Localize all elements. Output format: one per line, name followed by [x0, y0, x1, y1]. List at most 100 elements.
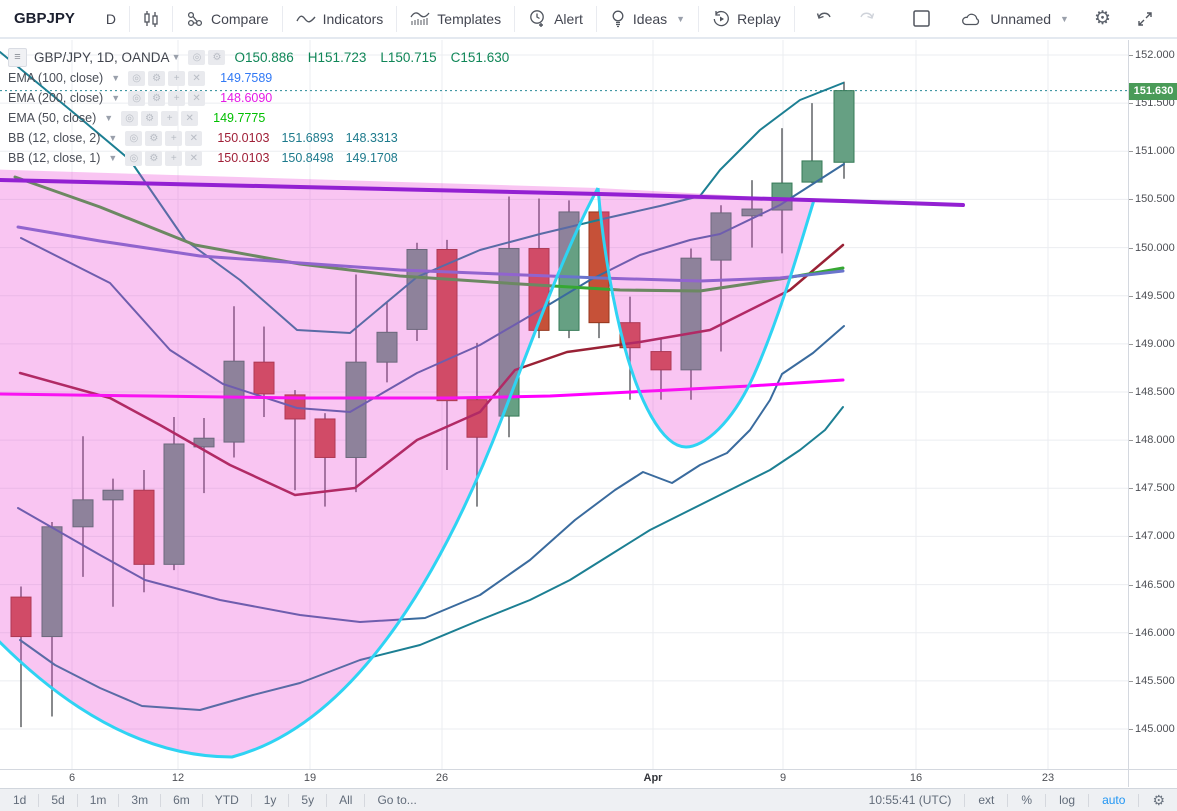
interval-button[interactable]: D [93, 5, 130, 32]
range-button-All[interactable]: All [339, 793, 353, 807]
clock-label[interactable]: 10:55:41 (UTC) [868, 793, 952, 807]
symbol-title[interactable]: GBP/JPY, 1D, OANDA [34, 49, 170, 65]
divider [1045, 793, 1047, 807]
price-axis[interactable]: 152.000 151.500 151.000 150.500 150.000 149.5… [1128, 40, 1177, 769]
replay-button[interactable]: Replay [699, 5, 795, 32]
close-icon[interactable]: ✕ [188, 70, 206, 86]
candle-body [345, 361, 367, 458]
bb1-lower-line [17, 325, 845, 623]
gear-icon[interactable]: ⚙ [145, 150, 163, 166]
indicator-value: 150.0103 [217, 151, 270, 165]
indicator-legend-row[interactable]: EMA (200, close) ▼ ◎ ⚙ + ✕ 148.6090 [8, 88, 509, 108]
range-button-YTD[interactable]: YTD [214, 793, 239, 807]
bb2-upper-line [0, 51, 844, 334]
menu-icon[interactable]: ≡ [8, 47, 27, 67]
indicator-legend-rows: EMA (100, close) ▼ ◎ ⚙ + ✕ 149.7589 EMA (200, c… [8, 68, 509, 168]
ideas-button[interactable]: Ideas ▼ [597, 5, 700, 32]
price-tick-label: 148.500 [1135, 386, 1175, 398]
goto-button[interactable]: Go to... [377, 793, 417, 807]
divider [364, 793, 366, 807]
divider [288, 793, 290, 807]
ema-50-line [13, 175, 845, 293]
bb-basis-line [18, 243, 845, 497]
plus-icon[interactable]: + [168, 90, 186, 106]
close-icon[interactable]: ✕ [185, 150, 203, 166]
log-scale-toggle[interactable]: log [1059, 793, 1076, 807]
price-tick-label: 146.500 [1135, 578, 1175, 591]
range-button-1d[interactable]: 1d [13, 793, 27, 807]
auto-scale-toggle[interactable]: auto [1102, 793, 1126, 807]
gear-icon[interactable]: ⚙ [208, 49, 226, 65]
arc-drawing-border [0, 187, 600, 759]
eye-icon[interactable]: ◎ [125, 150, 143, 166]
axis-corner [1128, 769, 1177, 787]
indicator-chip-row: ◎ ⚙ + ✕ [125, 130, 205, 146]
close-icon[interactable]: ✕ [185, 130, 203, 146]
range-button-3m[interactable]: 3m [131, 793, 149, 807]
range-button-5d[interactable]: 5d [51, 793, 65, 807]
settings-gear-icon[interactable]: ⚙ [1093, 8, 1111, 29]
chart-area[interactable]: ≡ GBP/JPY, 1D, OANDA ▼ ◎ ⚙ O150.886 H151.7… [0, 40, 1128, 769]
symbol-button[interactable]: GBPJPY [14, 10, 75, 27]
range-button-5y[interactable]: 5y [301, 793, 315, 807]
compare-icon [186, 10, 204, 28]
gear-icon[interactable]: ⚙ [141, 110, 159, 126]
eye-icon[interactable]: ◎ [188, 49, 206, 65]
time-tick-label: 16 [909, 772, 923, 784]
chevron-down-icon: ▼ [1060, 13, 1069, 24]
current-price-badge: 151.630 [1129, 82, 1177, 100]
time-tick-label: 23 [1041, 772, 1055, 784]
indicator-values: 149.7775 [201, 111, 265, 125]
indicator-legend-row[interactable]: EMA (50, close) ▼ ◎ ⚙ + ✕ 149.7775 [8, 108, 509, 128]
time-axis[interactable]: 6 12 19 26 Apr 9 16 23 [0, 769, 1128, 787]
compare-button[interactable]: Compare [173, 5, 283, 32]
eye-icon[interactable]: ◎ [125, 130, 143, 146]
layout-button[interactable] [899, 6, 944, 32]
indicator-legend-row[interactable]: EMA (100, close) ▼ ◎ ⚙ + ✕ 149.7589 [8, 68, 509, 88]
close-icon[interactable]: ✕ [181, 110, 199, 126]
plus-icon[interactable]: + [168, 70, 186, 86]
candlestick-chart[interactable] [0, 40, 1128, 769]
range-button-1y[interactable]: 1y [263, 793, 277, 807]
range-button-1m[interactable]: 1m [89, 793, 107, 807]
eye-icon[interactable]: ◎ [128, 90, 146, 106]
gear-icon[interactable]: ⚙ [148, 90, 166, 106]
axis-settings-gear-icon[interactable]: ⚙ [1152, 791, 1165, 808]
range-button-6m[interactable]: 6m [173, 793, 190, 807]
price-tick-mark [1129, 55, 1133, 56]
extended-hours-toggle[interactable]: ext [978, 793, 995, 807]
indicator-value: 151.6893 [281, 131, 334, 145]
gear-icon[interactable]: ⚙ [148, 70, 166, 86]
chart-style-button[interactable] [130, 5, 173, 32]
alert-button[interactable]: Alert [515, 5, 597, 32]
redo-button[interactable] [849, 9, 883, 28]
eye-icon[interactable]: ◎ [121, 110, 139, 126]
indicator-legend-row[interactable]: BB (12, close, 1) ▼ ◎ ⚙ + ✕ 150.0103 150.8498 14… [8, 148, 509, 168]
percent-scale-toggle[interactable]: % [1021, 793, 1033, 807]
templates-button[interactable]: Templates [397, 5, 516, 32]
price-tick-label: 151.000 [1135, 145, 1175, 158]
indicator-legend-row[interactable]: BB (12, close, 2) ▼ ◎ ⚙ + ✕ 150.0103 151.6893 14… [8, 128, 509, 148]
replay-icon [712, 10, 730, 28]
indicator-chip-row: ◎ ⚙ + ✕ [125, 150, 205, 166]
price-tick-label: 152.000 [1135, 49, 1175, 61]
chevron-down-icon[interactable]: ▼ [171, 52, 181, 62]
chart-legend: ≡ GBP/JPY, 1D, OANDA ▼ ◎ ⚙ O150.886 H151.7… [8, 46, 509, 168]
cloud-save-button[interactable]: Unnamed ▼ [948, 6, 1082, 32]
eye-icon[interactable]: ◎ [128, 70, 146, 86]
price-tick-mark [1129, 440, 1133, 442]
indicator-value: 149.7775 [213, 111, 266, 125]
arc-drawing-fill [598, 188, 814, 447]
gear-icon[interactable]: ⚙ [145, 130, 163, 146]
undo-button[interactable] [808, 9, 842, 28]
close-icon[interactable]: ✕ [188, 90, 206, 106]
price-tick-label: 149.500 [1135, 289, 1175, 302]
trendline-drawing [0, 178, 965, 207]
plus-icon[interactable]: + [165, 130, 183, 146]
plus-icon[interactable]: + [165, 150, 183, 166]
time-tick-label: 19 [303, 772, 317, 784]
fullscreen-button[interactable] [1123, 6, 1167, 32]
plus-icon[interactable]: + [161, 110, 179, 126]
indicators-button[interactable]: Indicators [283, 5, 398, 32]
price-tick-label: 149.000 [1135, 337, 1175, 350]
